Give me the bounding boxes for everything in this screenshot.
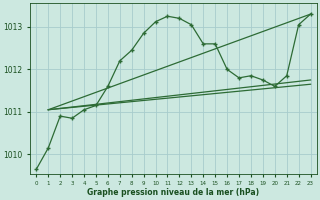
X-axis label: Graphe pression niveau de la mer (hPa): Graphe pression niveau de la mer (hPa) <box>87 188 260 197</box>
